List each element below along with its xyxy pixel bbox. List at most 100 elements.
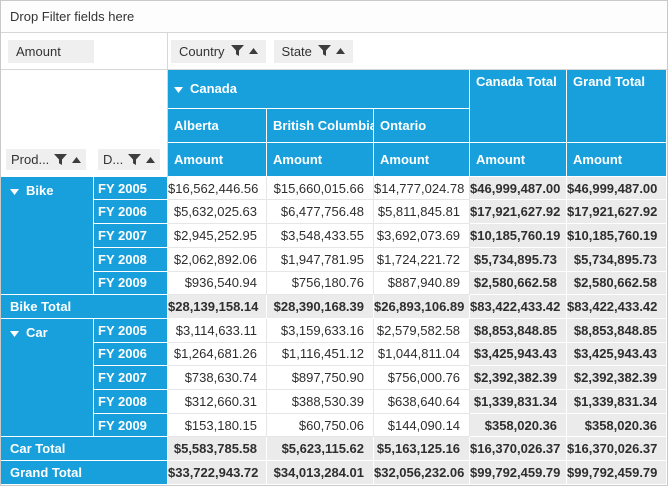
row-field-cell-product: Prod... [1, 142, 94, 177]
sort-ascending-icon[interactable] [248, 48, 258, 54]
column-header-british-columbia[interactable]: British Columbia [267, 108, 374, 143]
row-header-cell[interactable]: FY 2009 [94, 271, 168, 296]
field-label: Amount [16, 43, 61, 59]
summary-value-cell: $5,623,115.62 [267, 437, 374, 462]
value-cell: $936,540.94 [168, 271, 267, 296]
value-cell: $1,724,221.72 [374, 247, 471, 272]
value-field-button-amount[interactable]: Amount [8, 39, 94, 63]
column-header-canada-total[interactable]: Canada Total [470, 70, 568, 143]
value-cell: $2,945,252.95 [168, 224, 267, 248]
collapse-arrow-icon[interactable] [10, 188, 19, 195]
data-row: FY 2009 $153,180.15 $60,750.06 $144,090.14 $… [1, 413, 667, 438]
measure-header[interactable]: Amount [567, 142, 667, 177]
value-cell: $14,777,024.78 [374, 176, 471, 201]
row-header-cell[interactable]: FY 2005 [94, 176, 168, 201]
value-cell: $2,579,582.58 [374, 318, 471, 343]
row-group-cell[interactable]: Bike [1, 176, 94, 296]
row-field-cell-date: D... [94, 142, 168, 177]
row-field-button-product[interactable]: Prod... [6, 149, 87, 171]
value-cell: $5,632,025.63 [168, 200, 267, 225]
data-row: Car FY 2005 $3,114,633.11 $3,159,633.16 $2,5… [1, 318, 667, 438]
value-cell: $2,062,892.06 [168, 247, 267, 272]
data-row: FY 2009 $936,540.94 $756,180.76 $887,940.89… [1, 271, 667, 296]
summary-value-cell: $358,020.36 [567, 413, 667, 438]
value-fields-zone[interactable]: Amount [1, 33, 168, 69]
value-cell: $5,811,845.81 [374, 200, 471, 225]
summary-value-cell: $10,185,760.19 [470, 224, 568, 248]
column-field-button-country[interactable]: Country [171, 39, 266, 63]
value-cell: $738,630.74 [168, 366, 267, 391]
funnel-icon[interactable] [128, 153, 142, 166]
row-group-label: Car [26, 324, 48, 340]
fields-row: Amount Country State [1, 33, 667, 70]
value-cell: $388,530.39 [267, 390, 374, 414]
collapse-arrow-icon[interactable] [10, 330, 19, 337]
row-group-cell[interactable]: Car [1, 318, 94, 438]
value-cell: $1,947,781.95 [267, 247, 374, 272]
row-header-cell[interactable]: FY 2006 [94, 200, 168, 225]
summary-value-cell: $1,339,831.34 [470, 390, 568, 414]
funnel-icon[interactable] [317, 45, 331, 57]
summary-value-cell: $16,370,026.37 [470, 437, 568, 462]
row-field-button-date[interactable]: D... [98, 149, 161, 171]
measure-header[interactable]: Amount [267, 142, 374, 177]
total-row: Grand Total $33,722,943.72 $34,013,284.01 $… [1, 461, 667, 485]
field-label: State [281, 43, 312, 59]
summary-value-cell: $83,422,433.42 [470, 295, 568, 319]
summary-value-cell: $46,999,487.00 [470, 176, 568, 201]
data-row: FY 2007 $2,945,252.95 $3,548,433.55 $3,692,… [1, 224, 667, 248]
row-header-cell[interactable]: FY 2008 [94, 390, 168, 414]
total-label-cell[interactable]: Grand Total [1, 461, 168, 485]
summary-value-cell: $17,921,627.92 [567, 200, 667, 225]
total-label-cell[interactable]: Bike Total [1, 295, 168, 319]
summary-value-cell: $2,392,382.39 [470, 366, 568, 391]
sort-ascending-icon[interactable] [72, 156, 82, 163]
value-cell: $16,562,446.56 [168, 176, 267, 201]
column-group-label: Canada [190, 81, 237, 97]
value-cell: $15,660,015.66 [267, 176, 374, 201]
total-row: Bike Total $28,139,158.14 $28,390,168.39 $2… [1, 295, 667, 319]
column-group-row: Canada Canada Total Grand Total [1, 70, 667, 143]
value-cell: $756,180.76 [267, 271, 374, 296]
summary-value-cell: $5,583,785.58 [168, 437, 267, 462]
row-header-cell[interactable]: FY 2008 [94, 247, 168, 272]
data-row: FY 2007 $738,630.74 $897,750.90 $756,000.76… [1, 366, 667, 391]
summary-value-cell: $2,580,662.58 [567, 271, 667, 296]
value-cell: $1,116,451.12 [267, 342, 374, 367]
filter-drop-zone[interactable]: Drop Filter fields here [1, 1, 667, 33]
measure-header[interactable]: Amount [168, 142, 267, 177]
column-header-grand-total[interactable]: Grand Total [567, 70, 667, 143]
value-cell: $3,114,633.11 [168, 318, 267, 343]
column-header-alberta[interactable]: Alberta [168, 108, 267, 143]
row-header-cell[interactable]: FY 2007 [94, 224, 168, 248]
sort-ascending-icon[interactable] [335, 48, 345, 54]
value-cell: $3,548,433.55 [267, 224, 374, 248]
value-cell: $887,940.89 [374, 271, 471, 296]
funnel-icon[interactable] [54, 153, 68, 166]
summary-value-cell: $83,422,433.42 [567, 295, 667, 319]
drop-filter-label: Drop Filter fields here [10, 9, 135, 24]
measure-header[interactable]: Amount [374, 142, 471, 177]
column-fields-zone[interactable]: Country State [168, 33, 667, 69]
column-header-ontario[interactable]: Ontario [374, 108, 471, 143]
field-label: Country [179, 43, 225, 59]
collapse-arrow-icon[interactable] [174, 87, 183, 94]
funnel-icon[interactable] [230, 45, 244, 57]
sort-ascending-icon[interactable] [146, 156, 156, 163]
summary-value-cell: $5,734,895.73 [470, 247, 568, 272]
column-field-button-state[interactable]: State [273, 39, 353, 63]
row-header-cell[interactable]: FY 2006 [94, 342, 168, 367]
column-group-canada[interactable]: Canada [168, 70, 471, 109]
total-label-cell[interactable]: Car Total [1, 437, 168, 462]
measure-header[interactable]: Amount [470, 142, 568, 177]
row-header-cell[interactable]: FY 2007 [94, 366, 168, 391]
summary-value-cell: $10,185,760.19 [567, 224, 667, 248]
data-row: FY 2006 $1,264,681.26 $1,116,451.12 $1,044,… [1, 342, 667, 367]
summary-value-cell: $3,425,943.43 [470, 342, 568, 367]
value-cell: $1,044,811.04 [374, 342, 471, 367]
summary-value-cell: $33,722,943.72 [168, 461, 267, 485]
pivot-header: Canada Canada Total Grand Total Alberta … [1, 70, 667, 177]
value-cell: $6,477,756.48 [267, 200, 374, 225]
row-header-cell[interactable]: FY 2005 [94, 318, 168, 343]
row-header-cell[interactable]: FY 2009 [94, 413, 168, 438]
